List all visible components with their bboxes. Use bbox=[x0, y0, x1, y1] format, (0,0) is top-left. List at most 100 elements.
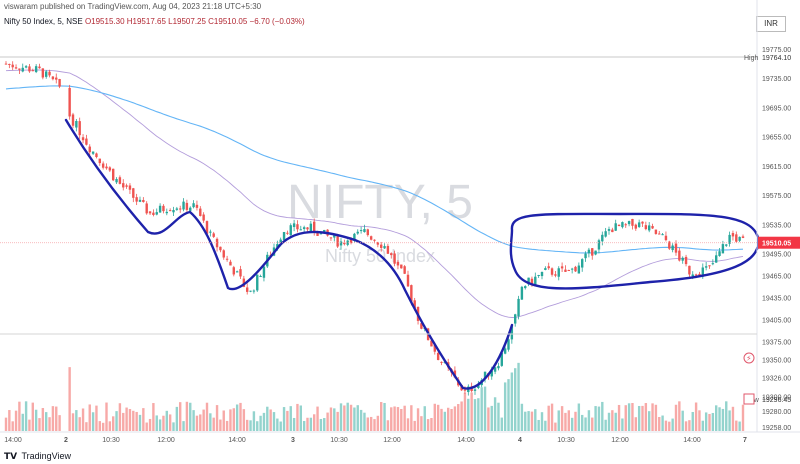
volume-bar bbox=[316, 406, 319, 431]
tradingview-brand[interactable]: 𝗧𝗩 TradingView bbox=[4, 451, 71, 462]
volume-bar bbox=[8, 410, 11, 431]
volume-bar bbox=[470, 392, 473, 431]
candle-body bbox=[393, 253, 396, 264]
candle-body bbox=[189, 207, 192, 211]
candle-body bbox=[403, 266, 406, 274]
volume-bar bbox=[122, 412, 125, 431]
candle-body bbox=[708, 265, 711, 267]
volume-bar bbox=[55, 406, 58, 431]
candle-body bbox=[222, 250, 225, 258]
volume-bar bbox=[323, 418, 326, 431]
candle-body bbox=[209, 231, 212, 233]
candle-body bbox=[199, 208, 202, 216]
volume-bar bbox=[735, 420, 738, 431]
candle-body bbox=[721, 244, 725, 254]
candle-body bbox=[219, 246, 222, 251]
volume-bar bbox=[158, 419, 162, 431]
consolidation-ellipse bbox=[509, 212, 760, 290]
candle-body bbox=[292, 223, 296, 228]
volume-bar bbox=[554, 422, 557, 431]
volume-bar bbox=[81, 408, 85, 431]
volume-bar bbox=[4, 417, 8, 431]
volume-bar bbox=[108, 421, 112, 431]
candle-body bbox=[296, 224, 299, 230]
candle-body bbox=[718, 251, 721, 256]
ema-slow-line bbox=[5, 85, 744, 254]
candle-body bbox=[601, 234, 604, 242]
time-tick-label: 14:00 bbox=[228, 437, 246, 444]
high-label: High bbox=[744, 55, 759, 62]
volume-bar bbox=[674, 404, 678, 431]
volume-bar bbox=[497, 402, 500, 431]
volume-bar bbox=[175, 406, 179, 431]
volume-bar bbox=[339, 403, 343, 431]
candle-body bbox=[252, 290, 256, 292]
candle-body bbox=[353, 233, 356, 241]
symbol-name[interactable]: Nifty 50 Index, 5, NSE bbox=[4, 17, 83, 26]
volume-bar bbox=[527, 411, 530, 431]
candle-body bbox=[51, 76, 55, 80]
candle-body bbox=[276, 244, 279, 248]
candle-body bbox=[95, 153, 98, 158]
volume-bar bbox=[624, 405, 627, 431]
volume-bar bbox=[453, 406, 457, 431]
candle-body bbox=[75, 120, 78, 128]
candle-body bbox=[339, 241, 343, 246]
candle-body bbox=[564, 269, 567, 272]
volume-bar bbox=[581, 414, 584, 431]
price-axis: 19775.00 19735.00 19695.00 19655.00 19615.00… bbox=[0, 0, 800, 432]
candle-body bbox=[584, 253, 587, 259]
volume-bar bbox=[577, 403, 581, 431]
candle-body bbox=[433, 344, 436, 352]
candle-body bbox=[671, 245, 674, 251]
volume-bar bbox=[544, 420, 547, 431]
volume-bar bbox=[225, 420, 229, 431]
volume-bar bbox=[85, 422, 88, 431]
watermark: NIFTY, 5 Nifty 50 Index bbox=[287, 176, 473, 266]
volume-bar bbox=[570, 417, 574, 431]
candle-body bbox=[540, 271, 544, 277]
time-tick-label: 10:30 bbox=[330, 437, 348, 444]
candle-body bbox=[483, 371, 487, 379]
candle-body bbox=[383, 246, 386, 249]
volume-bars bbox=[4, 362, 745, 431]
volume-bar bbox=[51, 406, 55, 431]
time-tick-label: 12:00 bbox=[383, 437, 401, 444]
volume-bar bbox=[299, 405, 302, 431]
candle-body bbox=[634, 224, 637, 229]
volume-bar bbox=[145, 422, 148, 431]
candle-body bbox=[71, 114, 75, 126]
price-tick-label: 19655.00 bbox=[762, 135, 791, 142]
candle-body bbox=[604, 231, 607, 237]
volume-bar bbox=[725, 401, 728, 431]
volume-bar bbox=[91, 412, 95, 431]
low-value: 19296.45 bbox=[762, 397, 791, 404]
volume-bar bbox=[731, 406, 735, 431]
volume-bar bbox=[718, 407, 721, 431]
price-tick-label: 19575.00 bbox=[762, 193, 791, 200]
volume-bar bbox=[480, 387, 483, 431]
candle-body bbox=[591, 248, 594, 256]
price-tick-label: 19258.00 bbox=[762, 425, 791, 432]
candle-body bbox=[510, 325, 514, 340]
volume-bar bbox=[286, 410, 289, 431]
candle-body bbox=[400, 264, 403, 269]
volume-bar bbox=[547, 405, 550, 431]
candle-body bbox=[262, 266, 266, 278]
volume-bar bbox=[366, 417, 369, 431]
volume-bar bbox=[189, 402, 192, 431]
trend-drawing bbox=[64, 118, 514, 390]
volume-bar bbox=[75, 410, 78, 431]
price-tick-label: 19615.00 bbox=[762, 164, 791, 171]
tradingview-logo-icon: 𝗧𝗩 bbox=[4, 451, 18, 461]
volume-bar bbox=[205, 402, 209, 431]
volume-bar bbox=[179, 402, 182, 431]
volume-bar bbox=[373, 419, 376, 431]
volume-bar bbox=[400, 408, 403, 431]
lightning-icon: ⚡ bbox=[746, 354, 752, 363]
candle-body bbox=[684, 256, 688, 265]
candle-body bbox=[289, 225, 292, 236]
ema-fast-line bbox=[5, 69, 744, 318]
ohlc-values: O19515.30 H19517.65 L19507.25 C19510.05 bbox=[84, 17, 248, 26]
